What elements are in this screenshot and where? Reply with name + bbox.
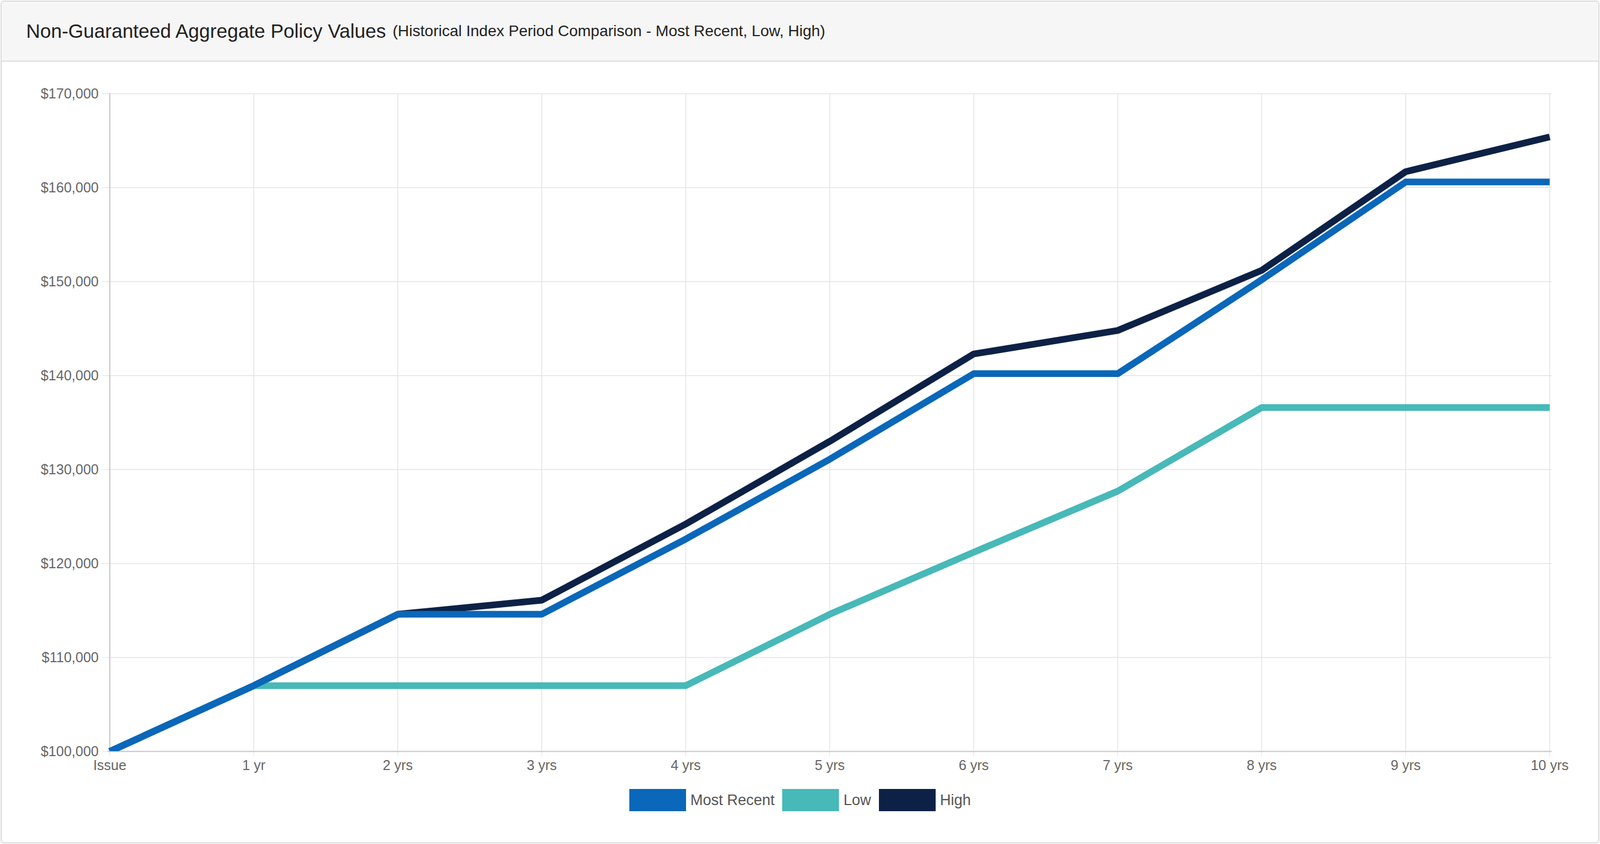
svg-text:4 yrs: 4 yrs	[670, 757, 701, 773]
html-text:Most Recent: Most Recent	[690, 791, 775, 809]
svg-text:$160,000: $160,000	[40, 179, 99, 196]
html-text:Non-Guaranteed Aggregate Polic: Non-Guaranteed Aggregate Policy Values (…	[26, 20, 826, 42]
svg-text:$100,000: $100,000	[40, 743, 99, 759]
html-text:High: High	[939, 791, 971, 809]
svg-text:10 yrs: 10 yrs	[1530, 757, 1569, 773]
html-text:Low: Low	[843, 791, 872, 809]
svg-text:$150,000: $150,000	[40, 273, 99, 290]
svg-text:$110,000: $110,000	[41, 649, 99, 665]
svg-text:6 yrs: 6 yrs	[958, 757, 989, 773]
svg-text:9 yrs: 9 yrs	[1390, 757, 1421, 773]
svg-text:$170,000: $170,000	[40, 85, 99, 102]
svg-text:5 yrs: 5 yrs	[814, 757, 845, 773]
svg-text:$120,000: $120,000	[40, 555, 99, 571]
svg-text:$130,000: $130,000	[40, 461, 99, 477]
svg-text:3 yrs: 3 yrs	[526, 757, 557, 773]
svg-text:Issue: Issue	[93, 757, 127, 773]
svg-text:7 yrs: 7 yrs	[1102, 757, 1133, 773]
svg-text:$140,000: $140,000	[40, 367, 99, 384]
svg-text:1 yr: 1 yr	[242, 757, 266, 773]
svg-text:8 yrs: 8 yrs	[1246, 757, 1277, 773]
svg-text:2 yrs: 2 yrs	[382, 757, 413, 773]
